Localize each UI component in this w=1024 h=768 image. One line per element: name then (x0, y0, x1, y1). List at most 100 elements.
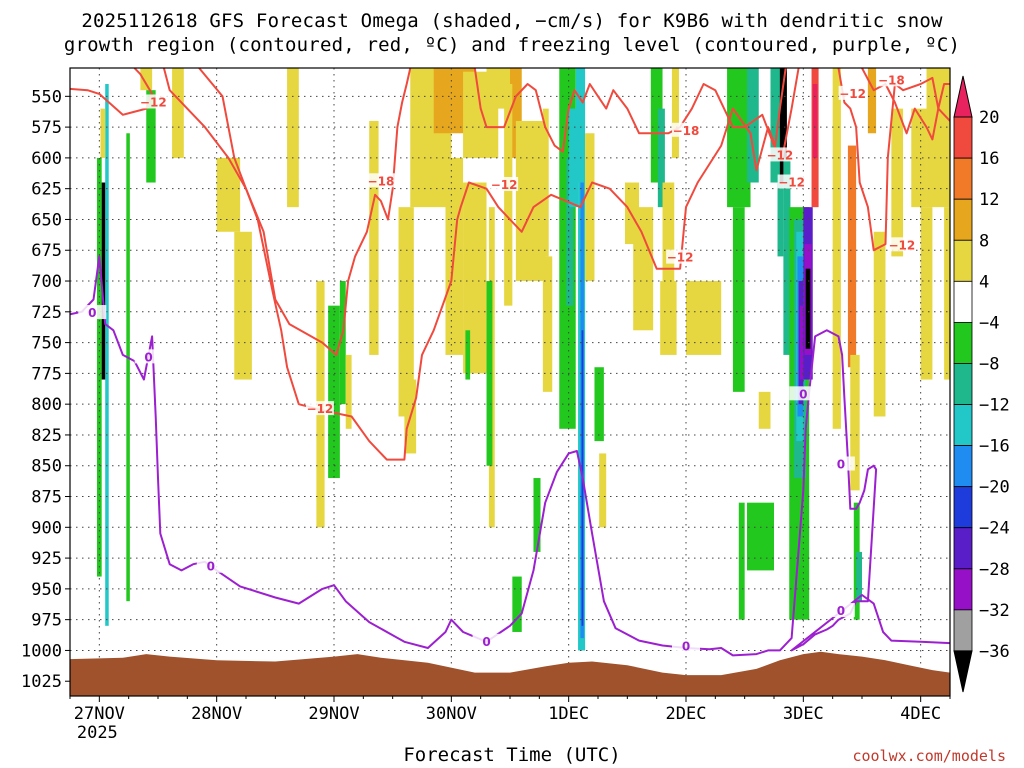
y-tick-label-1025: 1025 (21, 672, 62, 692)
omega-cell-57 (770, 68, 783, 183)
x-tick-label-3DEC: 3DEC (783, 704, 824, 724)
contour-label-bg-10 (887, 237, 916, 252)
terrain-fill (70, 651, 950, 696)
contour-label-bg-7 (666, 249, 695, 264)
colorbar-swatch-8 (953, 404, 973, 446)
x-tick-label-29NOV: 29NOV (308, 704, 359, 724)
colorbar-swatch-4 (953, 239, 973, 282)
omega-cell-14 (345, 354, 352, 429)
omega-cell-78 (873, 231, 886, 417)
contour-label-16: 0 (799, 387, 807, 401)
y-tick-label-600: 600 (31, 149, 62, 169)
contour-lines (70, 68, 950, 657)
colorbar-label-12: −32 (979, 601, 1010, 621)
omega-cell-48 (662, 182, 675, 282)
omega-cell-55 (738, 502, 745, 620)
omega-cell-22 (463, 182, 487, 374)
contour-label-bg-18 (826, 603, 855, 618)
contour-label-bg-5 (765, 147, 794, 162)
snow-contour-0 (70, 68, 154, 116)
y-tick-label-700: 700 (31, 272, 62, 292)
omega-cell-41 (585, 133, 595, 282)
y-tick-label-775: 775 (31, 364, 62, 384)
omega-cell-79 (867, 68, 877, 134)
omega-cell-26 (465, 330, 471, 380)
contour-label-9: −18 (878, 73, 905, 87)
x-tick-label-1DEC: 1DEC (548, 704, 589, 724)
omega-cell-61 (758, 391, 771, 429)
colorbar-label-5: −4 (979, 313, 999, 333)
colorbar: 20 16 12 8 4 −4 −8 −12 −16 −20 −24 −28 −32 −36 (953, 75, 1010, 693)
y-tick-label-800: 800 (31, 395, 62, 415)
omega-cell-81 (911, 108, 927, 208)
colorbar-label-7: −12 (979, 396, 1010, 416)
omega-cell-74 (847, 145, 857, 368)
y-tick-label-975: 975 (31, 611, 62, 631)
y-tick-label-900: 900 (31, 518, 62, 538)
omega-cell-42 (599, 453, 607, 528)
omega-cell-31 (542, 256, 553, 392)
x-tick-label-4DEC: 4DEC (900, 704, 941, 724)
omega-cell-84 (944, 207, 950, 380)
snow-contour-4 (837, 68, 950, 252)
contour-label-0: −12 (140, 95, 167, 109)
omega-cell-70 (805, 268, 811, 349)
omega-cell-5 (101, 182, 106, 380)
omega-cell-4 (96, 157, 102, 577)
omega-cell-15 (369, 120, 379, 355)
contour-label-4: −18 (673, 124, 700, 138)
omega-cell-49 (660, 281, 677, 355)
omega-cell-59 (777, 182, 784, 257)
chart-title-line2: growth region (contoured, red, ºC) and f… (63, 34, 961, 56)
contour-label-14: 0 (482, 635, 490, 649)
contour-label-5: −12 (766, 148, 793, 162)
x-tick-label-2DEC: 2DEC (666, 704, 707, 724)
omega-cell-54 (747, 68, 759, 183)
y-axis: 550 575 600 625 650 675 700 725 750 775 800 825 850 8… (21, 87, 70, 692)
colorbar-label-10: −24 (979, 519, 1010, 539)
omega-cell-1 (146, 90, 156, 183)
contour-label-17: 0 (837, 458, 845, 472)
colorbar-label-6: −8 (979, 354, 999, 374)
contour-label-18: 0 (837, 604, 845, 618)
omega-cell-50 (671, 68, 679, 158)
omega-cell-53 (732, 207, 745, 392)
y-tick-label-925: 925 (31, 549, 62, 569)
y-tick-label-1000: 1000 (21, 641, 62, 661)
omega-cell-30 (542, 108, 549, 257)
contour-label-7: −12 (667, 251, 694, 265)
omega-cell-0 (140, 68, 153, 91)
contour-label-bg-3 (305, 401, 334, 416)
colorbar-swatch-12 (953, 568, 973, 611)
contour-label-12: 0 (144, 350, 152, 364)
colorbar-swatch-10 (953, 486, 973, 529)
omega-shading (96, 68, 950, 651)
omega-cell-56 (747, 502, 774, 571)
contour-label-15: 0 (682, 640, 690, 654)
colorbar-swatch-5 (953, 280, 973, 323)
colorbar-cap-bottom (953, 650, 973, 693)
colorbar-swatch-6 (953, 321, 973, 364)
colorbar-swatch-2 (953, 157, 973, 200)
contour-label-bg-11 (78, 305, 107, 320)
omega-cell-46 (650, 68, 663, 183)
contour-label-11: 0 (88, 306, 96, 320)
colorbar-swatch-11 (953, 527, 973, 570)
terrain-ground (70, 651, 950, 696)
colorbar-label-2: 12 (979, 190, 999, 210)
y-tick-label-825: 825 (31, 426, 62, 446)
omega-cell-28 (515, 120, 546, 282)
omega-cell-58 (779, 68, 787, 183)
omega-cell-3 (100, 108, 106, 158)
contour-label-bg-9 (877, 72, 906, 87)
contour-label-10: −12 (889, 238, 916, 252)
contour-label-bg-17 (826, 456, 855, 471)
contour-label-bg-13 (196, 558, 225, 573)
y-tick-label-725: 725 (31, 303, 62, 323)
omega-cell-75 (850, 354, 860, 491)
omega-cell-73 (832, 68, 841, 429)
colorbar-swatch-7 (953, 363, 973, 405)
snow-contour-5 (861, 68, 950, 141)
credit-link[interactable]: coolwx.com/models (852, 747, 1006, 765)
